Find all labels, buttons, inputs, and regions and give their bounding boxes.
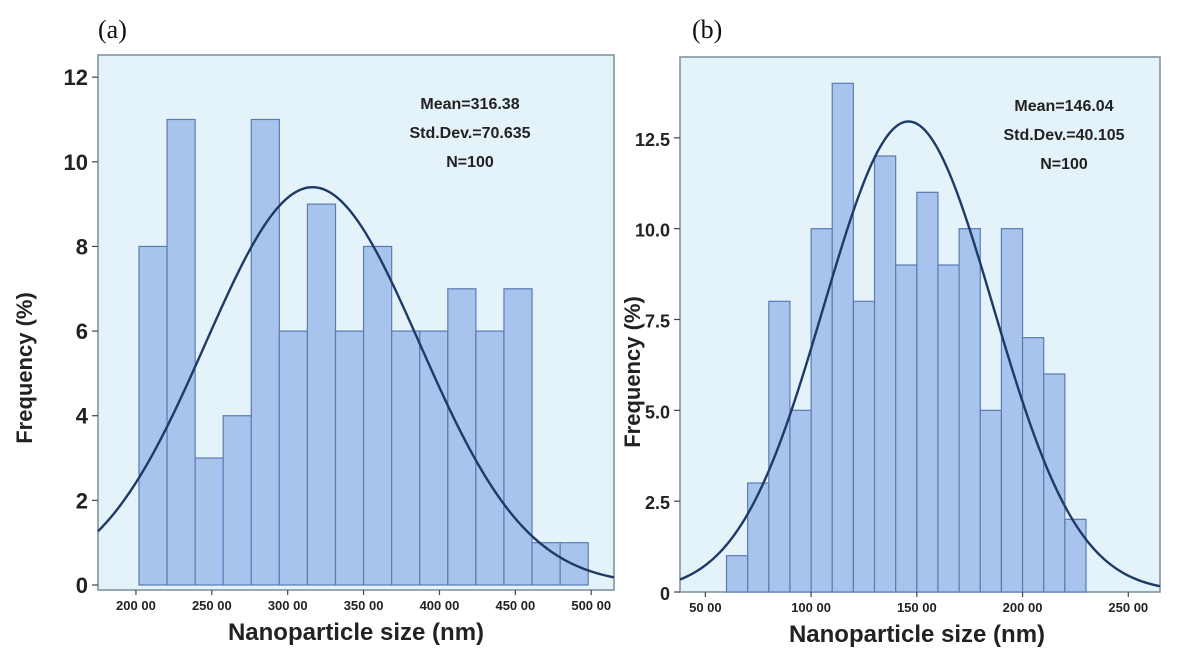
histogram-bar [789, 409, 812, 593]
y-tick-label: 0 [76, 573, 88, 598]
histogram-bar [166, 118, 196, 586]
histogram-bar [895, 264, 918, 593]
histogram-bar [250, 118, 280, 586]
histogram-bar [852, 300, 876, 593]
histogram-bar [1064, 518, 1087, 593]
stat-line: Mean=316.38 [420, 96, 519, 113]
histogram-bar [1021, 337, 1045, 593]
histogram-bar [531, 542, 561, 586]
y-tick-label: 12.5 [635, 130, 670, 150]
histogram-bar [747, 482, 770, 593]
y-tick-label: 12 [64, 65, 88, 90]
panel-a: (a) 0 2 4 6 8 10 12 200 00 250 00 300 00 350 00 40… [12, 15, 615, 646]
histogram-bar [1000, 228, 1024, 593]
x-axis-title-a: Nanoparticle size (nm) [228, 619, 484, 646]
normal-curve-a [97, 185, 615, 579]
x-tick-label: 200 00 [1003, 600, 1043, 615]
y-tick-label: 10.0 [635, 221, 670, 241]
stats-box-a: Mean=316.38 Std.Dev.=70.635 N=100 [409, 96, 530, 171]
histogram-bar [810, 228, 833, 593]
histogram-bar [194, 457, 224, 586]
x-tick-label: 350 00 [344, 598, 384, 613]
stats-box-b: Mean=146.04 Std.Dev.=40.105 N=100 [1003, 98, 1124, 173]
x-tick-label: 150 00 [897, 600, 937, 615]
x-tick-label: 400 00 [420, 598, 460, 613]
histogram-bar [831, 82, 854, 593]
x-tick-label: 100 00 [791, 600, 831, 615]
x-axis-title-b: Nanoparticle size (nm) [789, 621, 1045, 648]
y-tick-label: 7.5 [645, 312, 670, 332]
y-tick-label: 8 [76, 234, 88, 259]
histogram-bar [916, 191, 939, 593]
x-ticks-a: 200 00 250 00 300 00 350 00 400 00 450 00 500 … [116, 590, 611, 613]
y-ticks-b: 0 2.5 5.0 7.5 10.0 12.5 [635, 130, 680, 604]
x-tick-label: 200 00 [116, 598, 156, 613]
y-axis-title-a: Frequency (%) [12, 292, 37, 444]
x-tick-label: 250 00 [192, 598, 232, 613]
x-tick-label: 500 00 [571, 598, 611, 613]
histogram-bar [419, 330, 449, 586]
histogram-bar [979, 409, 1003, 593]
histogram-bar [503, 288, 533, 586]
stat-line: Std.Dev.=70.635 [409, 125, 530, 142]
stat-line: N=100 [446, 154, 494, 171]
y-tick-label: 2 [76, 488, 88, 513]
histogram-bar [725, 555, 749, 593]
bars-a [138, 118, 589, 586]
y-axis-title-b: Frequency (%) [620, 296, 645, 448]
panel-label-a: (a) [98, 15, 127, 44]
histogram-bar [362, 245, 393, 586]
x-tick-label: 50 00 [689, 600, 722, 615]
x-ticks-b: 50 00 100 00 150 00 200 00 250 00 [689, 592, 1148, 615]
stat-line: N=100 [1040, 156, 1088, 173]
y-tick-label: 6 [76, 319, 88, 344]
histogram-bar [334, 330, 365, 586]
x-tick-label: 300 00 [268, 598, 308, 613]
histogram-bar [138, 245, 168, 586]
normal-curve-b [679, 120, 1161, 588]
histogram-bar [278, 330, 309, 586]
y-tick-label: 5.0 [645, 402, 670, 422]
histogram-bar [937, 264, 960, 593]
y-tick-label: 0 [660, 584, 670, 604]
histogram-bar [222, 415, 252, 586]
y-ticks-a: 0 2 4 6 8 10 12 [64, 65, 98, 598]
stat-line: Mean=146.04 [1014, 98, 1113, 115]
histogram-bar [447, 288, 477, 586]
y-tick-label: 4 [76, 404, 89, 429]
panel-b: (b) 0 2.5 5.0 7.5 10.0 12.5 50 00 100 00 150 00… [620, 15, 1161, 648]
histogram-bar [391, 330, 421, 586]
x-tick-label: 450 00 [495, 598, 535, 613]
histogram-bar [306, 203, 337, 586]
y-tick-label: 10 [64, 150, 88, 175]
histogram-bar [958, 228, 981, 593]
bars-b [725, 82, 1087, 593]
histogram-bar [475, 330, 505, 586]
stat-line: Std.Dev.=40.105 [1003, 127, 1124, 144]
histogram-bar [873, 155, 897, 593]
x-tick-label: 250 00 [1108, 600, 1148, 615]
panel-label-b: (b) [692, 15, 722, 44]
y-tick-label: 2.5 [645, 493, 670, 513]
